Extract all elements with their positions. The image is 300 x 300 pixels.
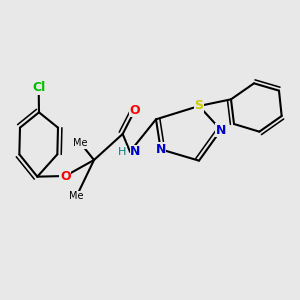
Text: O: O [60,169,70,182]
Text: N: N [130,145,141,158]
Text: H: H [118,147,127,157]
Text: N: N [216,124,226,136]
Text: Cl: Cl [32,81,45,94]
Text: Me: Me [74,138,88,148]
Text: N: N [155,143,166,156]
Text: Me: Me [69,191,84,201]
Text: O: O [130,103,140,116]
Text: S: S [194,100,203,112]
